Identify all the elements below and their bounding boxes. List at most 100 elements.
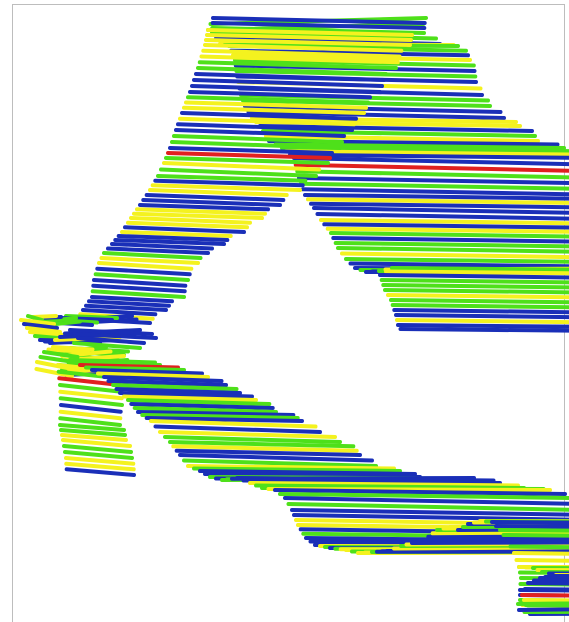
track-segment xyxy=(241,478,502,485)
track-segment xyxy=(199,54,400,65)
track-segment xyxy=(58,389,124,401)
track-segment xyxy=(96,371,210,379)
track-segment xyxy=(273,488,567,496)
track-segment xyxy=(292,156,569,167)
track-segment xyxy=(180,111,358,121)
track-segment xyxy=(194,72,386,82)
track-segment xyxy=(68,328,154,336)
track-segment xyxy=(273,142,566,150)
track-segment xyxy=(63,450,134,460)
track-segment xyxy=(319,218,569,226)
track-segment xyxy=(172,134,344,144)
track-segment xyxy=(150,183,302,192)
track-segment xyxy=(59,428,127,437)
track-segment xyxy=(190,84,382,94)
track-segment xyxy=(90,289,186,299)
track-segment xyxy=(176,122,354,132)
track-segment xyxy=(192,466,402,473)
track-segment xyxy=(309,201,569,210)
track-segment xyxy=(392,545,569,551)
track-segment xyxy=(198,469,417,476)
track-north-branch[interactable] xyxy=(75,16,569,333)
track-segment xyxy=(132,211,264,220)
track-segment xyxy=(123,225,246,234)
track-segment xyxy=(93,272,190,282)
track-segment xyxy=(386,293,569,300)
track-segment xyxy=(114,387,242,395)
track-segment xyxy=(379,278,569,285)
track-segment xyxy=(149,419,318,429)
track-segment xyxy=(210,26,426,35)
track-segment xyxy=(132,406,278,414)
track-segment xyxy=(340,251,569,260)
track-segment xyxy=(58,423,126,432)
track-segment xyxy=(171,444,359,453)
track-segment xyxy=(210,21,427,30)
track-segment xyxy=(206,28,414,37)
track-segment xyxy=(111,383,239,391)
track-segment xyxy=(395,318,569,325)
track-segment xyxy=(210,31,438,41)
track-segment xyxy=(106,379,228,387)
track-segment xyxy=(87,299,171,308)
track-segment xyxy=(102,375,224,383)
track-segment xyxy=(396,323,569,329)
track-segment xyxy=(303,193,569,201)
track-segment xyxy=(246,110,506,120)
track-segment xyxy=(383,288,569,295)
track-segment xyxy=(205,33,413,42)
track-segment xyxy=(184,100,368,110)
track-segment xyxy=(174,448,362,457)
track-segment xyxy=(140,413,300,420)
track-segment xyxy=(144,193,286,202)
track-segment xyxy=(385,547,569,553)
track-segment xyxy=(90,368,204,376)
track-segment xyxy=(288,152,569,160)
track-segment xyxy=(174,128,346,138)
track-segment xyxy=(231,53,472,62)
track-segment xyxy=(312,206,569,215)
track-south-east-route[interactable] xyxy=(68,358,569,616)
track-segment xyxy=(283,496,569,506)
track-segment xyxy=(135,207,267,216)
track-segment xyxy=(162,161,321,172)
track-segment xyxy=(430,530,569,536)
track-segment xyxy=(129,402,275,410)
track-segment xyxy=(164,156,330,165)
track-segment xyxy=(394,313,569,320)
track-segment xyxy=(336,246,569,254)
track-segment xyxy=(58,383,124,394)
track-segment xyxy=(126,398,272,406)
track-segment xyxy=(68,358,157,365)
track-segment xyxy=(78,363,180,370)
track-segment xyxy=(301,187,569,197)
track-segment xyxy=(158,430,337,439)
track-segment xyxy=(392,308,569,315)
track-segment xyxy=(159,167,318,178)
track-segment xyxy=(110,242,214,251)
track-segment xyxy=(389,298,569,305)
track-segment xyxy=(57,376,122,387)
track-segment xyxy=(106,246,210,255)
track-segment xyxy=(188,90,372,100)
track-segment xyxy=(290,508,569,517)
track-segment xyxy=(295,169,569,180)
track-segment xyxy=(113,238,226,246)
track-segment xyxy=(325,226,569,234)
track-segment xyxy=(46,347,90,354)
track-segment xyxy=(286,502,569,512)
track-segment xyxy=(64,456,136,466)
track-segment xyxy=(64,461,136,472)
track-segment xyxy=(76,336,146,345)
track-segment xyxy=(261,129,537,138)
track-segment xyxy=(322,222,569,230)
track-segment xyxy=(73,360,162,367)
track-segment xyxy=(168,440,356,449)
track-segment xyxy=(122,394,258,402)
track-segment xyxy=(248,481,520,488)
track-segment xyxy=(331,236,569,244)
track-segment xyxy=(381,283,569,290)
track-segment xyxy=(422,536,569,542)
track-segment xyxy=(163,435,342,444)
